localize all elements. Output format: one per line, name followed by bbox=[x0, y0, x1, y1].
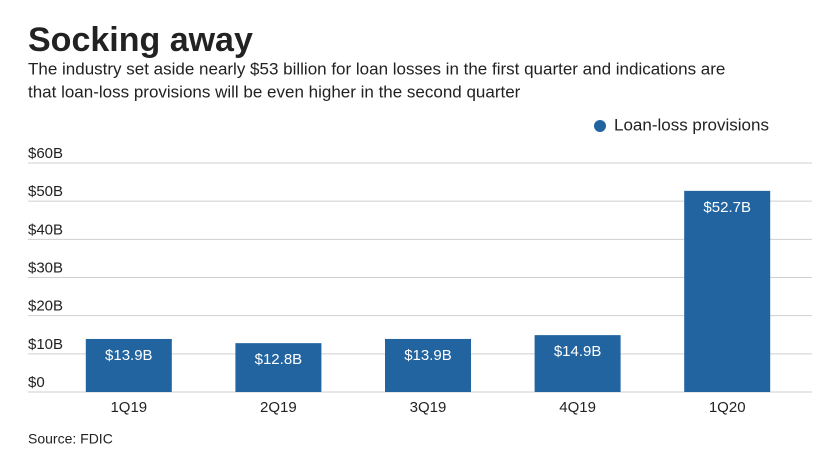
value-label: $52.7B bbox=[703, 199, 751, 216]
bar bbox=[85, 338, 172, 392]
value-label: $12.8B bbox=[255, 351, 303, 368]
x-tick-label: 1Q20 bbox=[709, 399, 746, 416]
bar bbox=[534, 335, 621, 392]
legend-marker bbox=[594, 120, 606, 132]
y-tick-label: $10B bbox=[28, 336, 63, 353]
subtitle: The industry set aside nearly $53 billio… bbox=[28, 59, 725, 78]
y-tick-label: $60B bbox=[28, 145, 63, 162]
bar bbox=[385, 338, 471, 392]
y-tick-label: $30B bbox=[28, 259, 63, 276]
y-tick-label: $20B bbox=[28, 298, 63, 315]
x-tick-label: 1Q19 bbox=[110, 399, 147, 416]
x-tick-label: 2Q19 bbox=[260, 399, 297, 416]
source: Source: FDIC bbox=[28, 431, 113, 447]
bar bbox=[235, 343, 322, 392]
subtitle: that loan-loss provisions will be even h… bbox=[28, 82, 521, 101]
y-tick-label: $50B bbox=[28, 183, 63, 200]
value-label: $13.9B bbox=[404, 347, 452, 364]
value-label: $13.9B bbox=[105, 347, 153, 364]
legend-label: Loan-loss provisions bbox=[614, 115, 769, 134]
x-tick-label: 3Q19 bbox=[410, 399, 447, 416]
x-tick-label: 4Q19 bbox=[559, 399, 596, 416]
chart-title: Socking away bbox=[28, 21, 253, 59]
value-label: $14.9B bbox=[554, 343, 602, 360]
bar bbox=[684, 190, 771, 392]
y-tick-label: $40B bbox=[28, 221, 63, 238]
y-tick-label: $0 bbox=[28, 374, 45, 391]
